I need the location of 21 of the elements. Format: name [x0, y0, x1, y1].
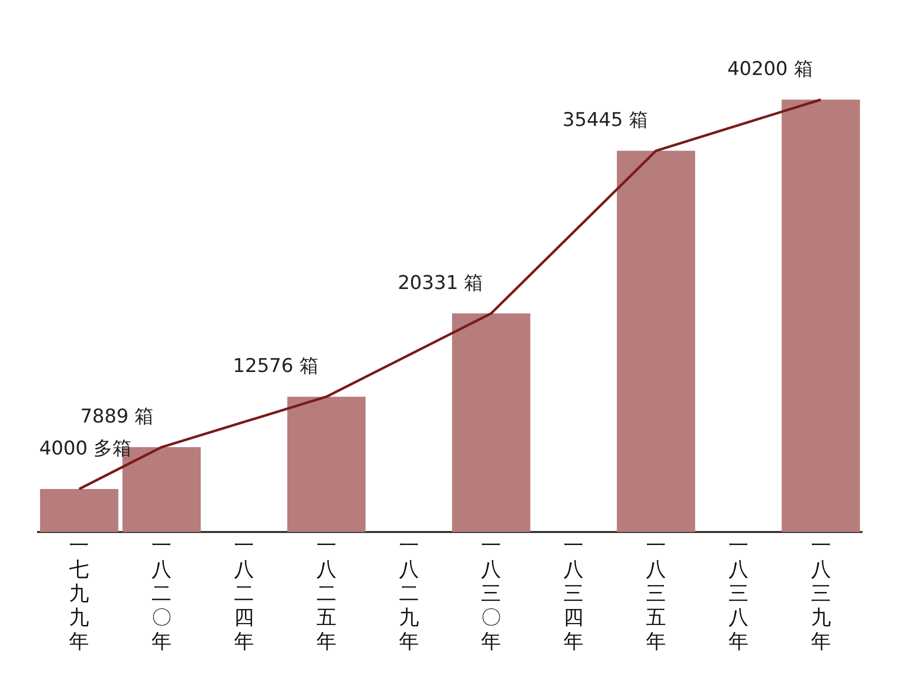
data-label: 35445 箱 — [562, 109, 648, 132]
x-tick-label: 一八二〇年 — [152, 533, 172, 654]
x-tick-label: 一八三八年 — [728, 533, 748, 654]
x-tick-label: 一八三五年 — [646, 533, 666, 654]
x-tick-label: 一八二四年 — [234, 533, 254, 654]
x-tick-label: 一八二九年 — [398, 533, 419, 654]
x-tick-label: 一八二五年 — [316, 533, 336, 654]
bar — [452, 313, 530, 532]
x-tick-label: 一七九九年 — [69, 533, 90, 654]
data-label: 40200 箱 — [727, 58, 813, 80]
bar — [287, 396, 366, 532]
bar — [782, 100, 860, 532]
bar — [40, 488, 118, 532]
data-label: 12576 箱 — [232, 355, 318, 378]
data-label: 4000 多箱 — [39, 437, 132, 460]
bar — [616, 150, 696, 532]
x-tick-label: 一八三四年 — [564, 533, 584, 654]
x-tick-label: 一八三九年 — [810, 533, 831, 654]
data-label: 7889 箱 — [80, 406, 154, 428]
x-tick-label: 一八三〇年 — [481, 533, 502, 654]
data-label: 20331 箱 — [398, 272, 484, 294]
